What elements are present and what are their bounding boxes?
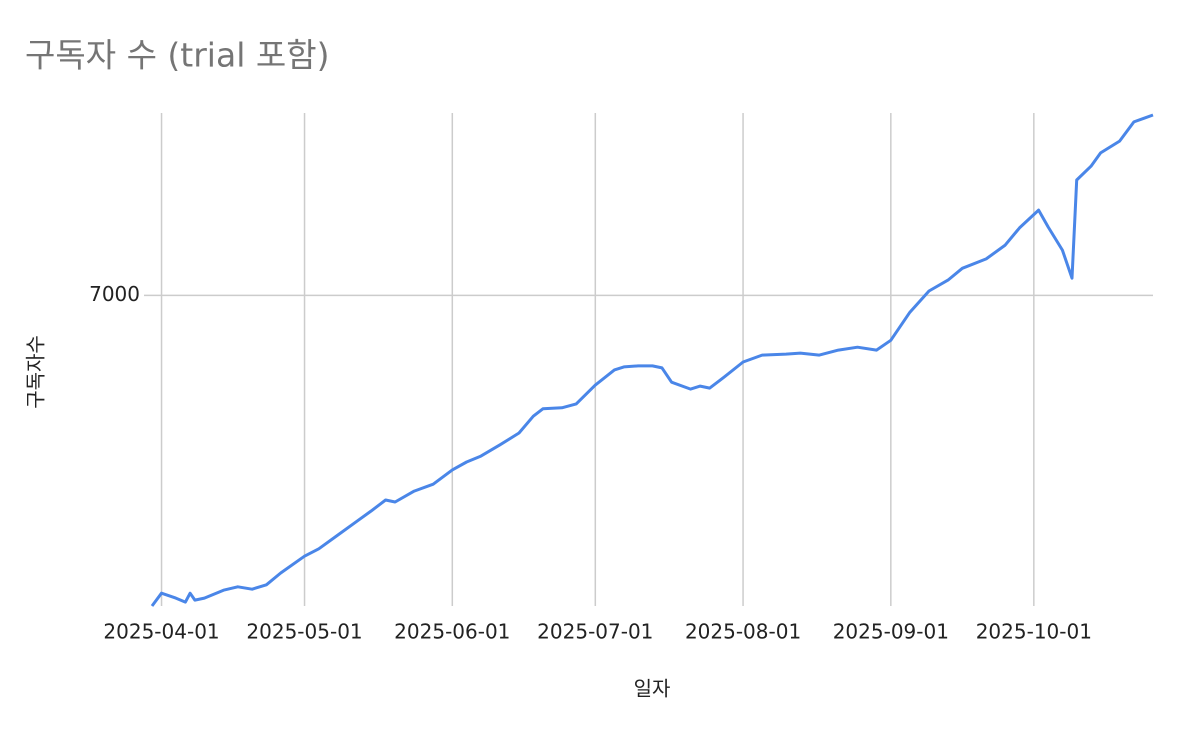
chart-title: 구독자 수 (trial 포함) [25,36,329,75]
y-axis-label: 구독자수 [24,335,48,409]
y-tick-label: 7000 [89,282,140,306]
x-tick-label: 2025-09-01 [833,620,949,644]
x-tick-label: 2025-04-01 [103,620,219,644]
x-axis-label: 일자 [634,677,671,701]
x-tick-label: 2025-08-01 [685,620,801,644]
x-tick-label: 2025-10-01 [976,620,1092,644]
x-tick-label: 2025-05-01 [246,620,362,644]
x-tick-label: 2025-07-01 [537,620,653,644]
x-tick-label: 2025-06-01 [394,620,510,644]
data-line [150,113,1154,607]
